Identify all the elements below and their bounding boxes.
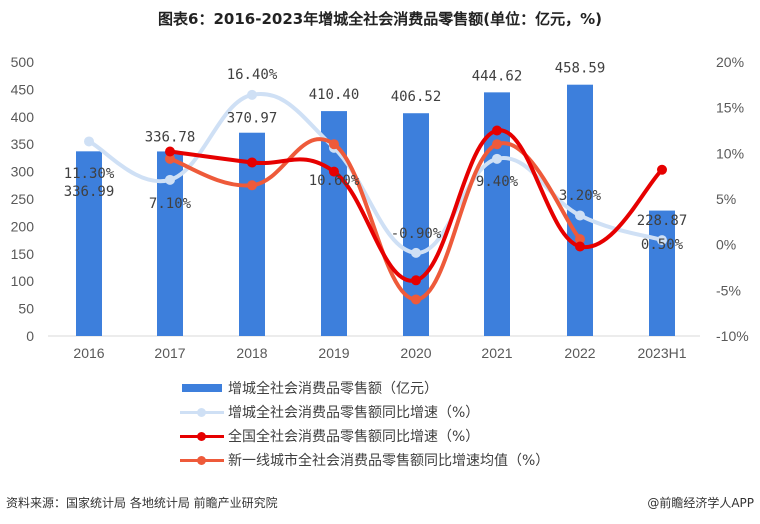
line-marker — [411, 294, 421, 305]
left-tick: 250 — [11, 191, 35, 207]
bar-value-label: 336.78 — [145, 129, 196, 145]
legend-item-bar: 增城全社会消费品零售额（亿元） — [180, 376, 549, 400]
line-marker — [575, 234, 585, 245]
x-tick: 2023H1 — [637, 345, 686, 361]
growth-label: 11.30% — [64, 166, 115, 182]
left-tick: 200 — [11, 218, 35, 234]
line-marker — [247, 180, 257, 191]
growth-label: 9.40% — [476, 174, 519, 190]
bar-value-label: 458.59 — [555, 61, 606, 77]
left-tick: 500 — [11, 54, 35, 70]
legend-label: 增城全社会消费品零售额（亿元） — [228, 381, 438, 397]
legend-label: 全国全社会消费品零售额同比增速（%） — [228, 429, 480, 445]
legend-label: 新一线城市全社会消费品零售额同比增速均值（%） — [228, 453, 550, 469]
line-marker — [247, 89, 257, 100]
growth-label: 3.20% — [559, 188, 602, 204]
x-tick: 2017 — [154, 345, 185, 361]
line-marker — [84, 136, 94, 147]
line-marker — [492, 139, 502, 150]
left-tick: 400 — [11, 109, 35, 125]
line-marker — [492, 153, 502, 164]
x-tick: 2022 — [564, 345, 595, 361]
bar — [649, 210, 675, 336]
chart-title: 图表6：2016-2023年增城全社会消费品零售额(单位：亿元，%) — [158, 10, 602, 28]
line-marker — [657, 164, 667, 175]
line-marker — [575, 241, 585, 252]
bar-series — [76, 84, 675, 337]
combo-chart: 0 50 100 150 200 250 300 350 400 450 500 -10% -5% 0%… — [11, 54, 749, 361]
bar-value-label: 370.97 — [227, 111, 278, 127]
right-axis: -10% -5% 0% 5% 10% 15% 20% — [716, 54, 749, 344]
line-marker — [329, 139, 339, 150]
line-marker — [247, 157, 257, 168]
legend-item-zengcheng-growth: 增城全社会消费品零售额同比增速（%） — [180, 400, 549, 424]
left-tick: 150 — [11, 246, 35, 262]
left-tick: 450 — [11, 81, 35, 97]
bar — [76, 151, 102, 336]
growth-label: 10.60% — [309, 173, 360, 189]
x-tick: 2016 — [73, 345, 104, 361]
left-tick: 100 — [11, 273, 35, 289]
footer: 资料来源：国家统计局 各地统计局 前瞻产业研究院 @前瞻经济学人APP — [6, 494, 754, 511]
bar-value-label: 336.99 — [64, 184, 115, 200]
line-marker — [411, 275, 421, 286]
line-series — [84, 89, 667, 305]
right-tick: -5% — [716, 282, 741, 298]
data-labels: 336.99 336.78 370.97 410.40 406.52 444.62 458.… — [64, 61, 688, 253]
x-tick: 2021 — [481, 345, 512, 361]
growth-label: 0.50% — [641, 237, 684, 253]
right-tick: -10% — [716, 328, 749, 344]
legend-item-national-growth: 全国全社会消费品零售额同比增速（%） — [180, 424, 549, 448]
line-marker — [165, 153, 175, 164]
line-marker — [657, 235, 667, 246]
left-tick: 300 — [11, 164, 35, 180]
line-marker — [165, 146, 175, 157]
legend-label: 增城全社会消费品零售额同比增速（%） — [228, 405, 480, 421]
line-marker — [411, 247, 421, 258]
left-tick: 50 — [18, 301, 34, 317]
legend-item-tier1-growth: 新一线城市全社会消费品零售额同比增速均值（%） — [180, 448, 549, 472]
bar-value-label: 406.52 — [391, 89, 442, 105]
right-tick: 20% — [716, 54, 744, 70]
left-tick: 0 — [26, 328, 34, 344]
left-tick: 350 — [11, 136, 35, 152]
line-marker — [329, 166, 339, 177]
x-tick: 2020 — [400, 345, 431, 361]
right-tick: 0% — [716, 237, 736, 253]
bar-value-label: 444.62 — [472, 68, 523, 84]
legend: 增城全社会消费品零售额（亿元） 增城全社会消费品零售额同比增速（%） 全国全社会… — [180, 376, 549, 472]
source-text: 资料来源：国家统计局 各地统计局 前瞻产业研究院 — [6, 496, 278, 510]
right-tick: 10% — [716, 145, 744, 161]
x-tick: 2018 — [236, 345, 267, 361]
bar-value-label: 410.40 — [309, 87, 360, 103]
growth-label: -0.90% — [391, 226, 442, 242]
line-marker — [165, 174, 175, 185]
right-tick: 5% — [716, 191, 736, 207]
line-marker — [575, 210, 585, 221]
growth-label: 16.40% — [227, 67, 278, 83]
x-axis: 2016 2017 2018 2019 2020 2021 2022 2023H1 — [73, 345, 686, 361]
right-tick: 15% — [716, 100, 744, 116]
growth-label: 7.10% — [149, 196, 192, 212]
x-tick: 2019 — [318, 345, 349, 361]
left-axis: 0 50 100 150 200 250 300 350 400 450 500 — [11, 54, 35, 344]
bar-value-label: 228.87 — [637, 213, 688, 229]
line-marker — [492, 125, 502, 136]
credit-text: @前瞻经济学人APP — [647, 496, 754, 510]
